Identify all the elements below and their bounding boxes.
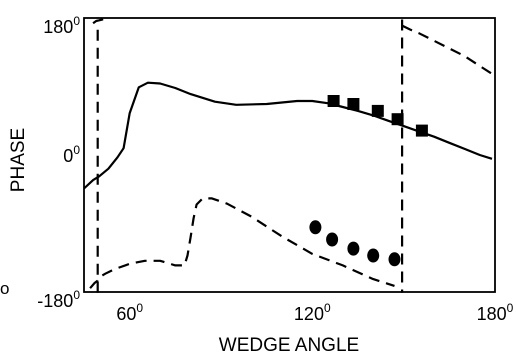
x-tick-label: 1800 (477, 301, 514, 324)
x-tick-label: 1200 (294, 301, 331, 324)
circle-marker (388, 252, 401, 267)
y-axis-label: PHASE (8, 128, 29, 192)
square-marker (327, 95, 340, 107)
dashed-series-line-1 (89, 197, 395, 289)
square-marker (371, 104, 384, 117)
square-marker (347, 98, 360, 110)
plot-frame (83, 17, 496, 293)
square-marker (415, 124, 428, 137)
circle-marker (367, 248, 380, 263)
stray-label: o (0, 279, 9, 298)
circle-marker (309, 220, 322, 235)
x-axis-label: WEDGE ANGLE (219, 335, 359, 356)
dashed-series-line-2 (92, 17, 105, 25)
solid-series-line-0 (83, 81, 493, 190)
y-tick-label: 1800 (43, 14, 80, 37)
tick-labels: 600 1200 1800 1800 00 -1800 (37, 14, 513, 324)
dashed-series-line-3 (401, 24, 496, 77)
y-tick-label: 00 (63, 143, 80, 166)
y-tick-label: -1800 (37, 288, 80, 311)
x-tick-label: 600 (116, 301, 143, 324)
circle-marker (326, 232, 339, 247)
plot-marks (83, 17, 496, 293)
circle-marker (347, 241, 360, 256)
square-marker (391, 113, 404, 126)
